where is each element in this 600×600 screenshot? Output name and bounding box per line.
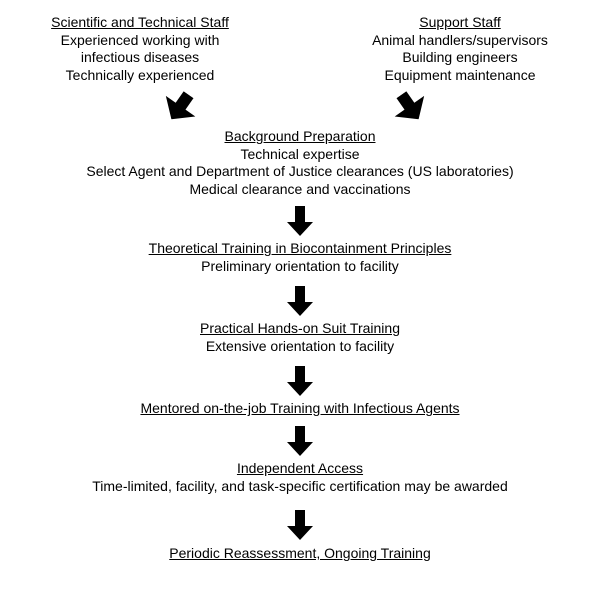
node-title: Periodic Reassessment, Ongoing Training	[130, 545, 470, 563]
node-support-staff: Support Staff Animal handlers/supervisor…	[330, 14, 590, 84]
flowchart: Scientific and Technical Staff Experienc…	[0, 0, 600, 600]
node-line: Extensive orientation to facility	[140, 338, 460, 356]
arrow-down-icon	[287, 510, 313, 540]
arrow-down-icon	[287, 206, 313, 236]
arrow-down-icon	[387, 84, 434, 129]
node-title: Practical Hands-on Suit Training	[140, 320, 460, 338]
node-title: Theoretical Training in Biocontainment P…	[100, 240, 500, 258]
node-title: Background Preparation	[30, 128, 570, 146]
node-practical-training: Practical Hands-on Suit Training Extensi…	[140, 320, 460, 355]
node-line: Preliminary orientation to facility	[100, 258, 500, 276]
arrow-down-icon	[287, 426, 313, 456]
node-line: Technically experienced	[10, 67, 270, 85]
node-theoretical-training: Theoretical Training in Biocontainment P…	[100, 240, 500, 275]
node-scientific-staff: Scientific and Technical Staff Experienc…	[10, 14, 270, 84]
node-background-preparation: Background Preparation Technical experti…	[30, 128, 570, 198]
node-independent-access: Independent Access Time-limited, facilit…	[60, 460, 540, 495]
node-title: Support Staff	[330, 14, 590, 32]
node-title: Scientific and Technical Staff	[10, 14, 270, 32]
node-line: Technical expertise	[30, 146, 570, 164]
arrow-down-icon	[157, 84, 204, 129]
node-mentored-training: Mentored on-the-job Training with Infect…	[110, 400, 490, 418]
node-title: Independent Access	[60, 460, 540, 478]
node-line: infectious diseases	[10, 49, 270, 67]
arrow-down-icon	[287, 286, 313, 316]
node-line: Medical clearance and vaccinations	[30, 181, 570, 199]
node-line: Equipment maintenance	[330, 67, 590, 85]
node-line: Building engineers	[330, 49, 590, 67]
node-periodic-reassessment: Periodic Reassessment, Ongoing Training	[130, 545, 470, 563]
node-line: Select Agent and Department of Justice c…	[30, 163, 570, 181]
node-title: Mentored on-the-job Training with Infect…	[110, 400, 490, 418]
node-line: Experienced working with	[10, 32, 270, 50]
arrow-down-icon	[287, 366, 313, 396]
node-line: Time-limited, facility, and task-specifi…	[60, 478, 540, 496]
node-line: Animal handlers/supervisors	[330, 32, 590, 50]
